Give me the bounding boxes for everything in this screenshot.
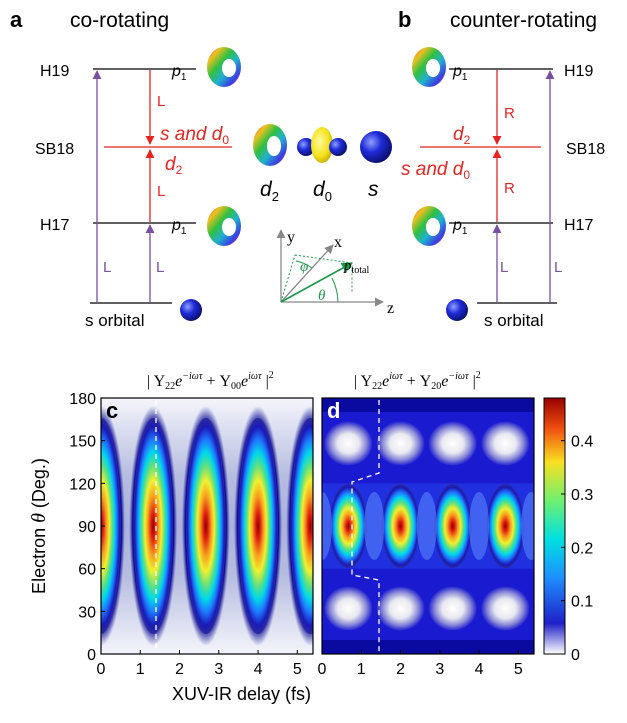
- x-tick-label: 0: [318, 661, 327, 678]
- label-L-purple-a2: L: [156, 259, 164, 276]
- theta-label: θ: [318, 288, 326, 304]
- label-L-red-a1: L: [157, 93, 165, 110]
- x-tick-label: 5: [514, 661, 523, 678]
- x-tick-label: 4: [475, 661, 484, 678]
- label-R-b2: R: [504, 180, 515, 197]
- y-tick-label: 150: [69, 434, 96, 451]
- torus-orbital-icon: [412, 206, 446, 246]
- x-tick-label: 0: [97, 661, 106, 678]
- heatmap-peak: [376, 421, 425, 631]
- y-tick-label: 120: [69, 476, 96, 493]
- axis-z-label: z: [387, 300, 394, 317]
- energy-levels-b: [420, 68, 557, 304]
- label-p1-a-top: p1: [171, 63, 187, 83]
- heatmap-peak: [286, 406, 313, 646]
- panel-c-letter: c: [106, 398, 118, 423]
- label-s-and-d0-b: s and d0: [401, 159, 470, 182]
- x-axis-label: XUV-IR delay (fs): [172, 684, 311, 704]
- s-orbital-sphere-icon: [180, 299, 202, 321]
- s-orbital-icon-center: [360, 131, 392, 163]
- x-tick-label: 4: [254, 661, 263, 678]
- label-p1-a-bot: p1: [171, 217, 187, 237]
- heatmap-d: [322, 398, 534, 654]
- x-tick-label: 2: [175, 661, 184, 678]
- heatmap-lobe: [322, 492, 332, 560]
- heatmap-peak: [234, 406, 283, 646]
- label-s-and-d0-a: s and d0: [160, 124, 229, 147]
- x-tick-label: 2: [396, 661, 405, 678]
- s-orbital-sphere-icon: [446, 299, 468, 321]
- colorbar-tick-label: 0: [571, 647, 580, 664]
- level-h17-b: H17: [564, 217, 593, 234]
- label-s-orbital-a: s orbital: [85, 311, 145, 330]
- panel-a-letter: a: [10, 7, 23, 32]
- axis-x-label: x: [334, 234, 342, 251]
- axis-y-label: y: [287, 229, 295, 246]
- label-p1-b-bot: p1: [452, 217, 468, 237]
- label-d2-a: d2: [165, 154, 183, 177]
- formula-c: | Y22e−iωτ + Y00eiωτ |2: [147, 370, 274, 392]
- heatmap-lobe: [521, 492, 534, 560]
- y-axis-label: Electron θ (Deg.): [28, 458, 50, 594]
- heatmap-peak: [428, 421, 477, 631]
- d2-orbital-icon: [253, 124, 287, 166]
- heatmap-peak: [481, 421, 530, 631]
- formula-d: | Y22eiωτ + Y20e−iωτ |2: [354, 370, 481, 392]
- label-d2-b: d2: [453, 124, 471, 147]
- colorbar: [543, 397, 566, 655]
- label-d2-center: d2: [260, 178, 279, 204]
- x-tick-label: 5: [293, 661, 302, 678]
- label-s-orbital-b: s orbital: [484, 311, 544, 330]
- level-h17-a: H17: [40, 217, 69, 234]
- y-tick-label: 60: [78, 562, 96, 579]
- colorbar-tick-label: 0.3: [571, 487, 593, 504]
- x-tick-label: 3: [435, 661, 444, 678]
- colorbar-tick-label: 0.2: [571, 540, 593, 557]
- x-tick-label: 1: [136, 661, 145, 678]
- label-s-center: s: [368, 178, 379, 201]
- heatmap-peak: [101, 406, 125, 646]
- panel-d-letter: d: [327, 398, 340, 423]
- heatmap-lobe: [416, 492, 437, 560]
- heatmap-peak: [129, 406, 178, 646]
- panel-b-letter: b: [398, 7, 411, 32]
- phi-label: φ: [300, 259, 308, 275]
- y-tick-label: 30: [78, 604, 96, 621]
- label-d0-center: d0: [313, 178, 332, 204]
- energy-levels-a: [90, 68, 232, 304]
- level-sb18-a: SB18: [35, 141, 74, 158]
- coordinate-axes-3d: [276, 229, 384, 307]
- level-sb18-b: SB18: [566, 141, 605, 158]
- label-L-purple-b2: L: [554, 259, 562, 276]
- label-L-red-a2: L: [157, 183, 165, 200]
- p-total-label: ptotal: [343, 258, 369, 276]
- panel-a-title: co-rotating: [70, 9, 169, 32]
- heatmap-c: [101, 398, 313, 654]
- heatmap-lobe: [364, 492, 385, 560]
- label-R-b1: R: [504, 105, 515, 122]
- y-tick-label: 90: [78, 519, 96, 536]
- y-tick-label: 180: [69, 391, 96, 408]
- label-L-purple-b1: L: [500, 259, 508, 276]
- label-L-purple-a1: L: [103, 259, 111, 276]
- dashed-marker-d: [351, 400, 380, 652]
- heatmap-peak: [324, 421, 373, 631]
- label-p1-b-top: p1: [452, 63, 468, 83]
- torus-orbital-icon: [412, 47, 446, 87]
- d0-orbital-icon: [297, 127, 347, 163]
- level-h19-a: H19: [40, 63, 69, 80]
- colorbar-tick-label: 0.1: [571, 594, 593, 611]
- colorbar-tick-label: 0.4: [571, 434, 593, 451]
- x-tick-label: 3: [214, 661, 223, 678]
- heatmap-lobe: [469, 492, 490, 560]
- level-h19-b: H19: [564, 63, 593, 80]
- heatmap-d-frame: [321, 397, 535, 655]
- x-tick-label: 1: [357, 661, 366, 678]
- torus-orbital-icon: [207, 206, 241, 246]
- torus-orbital-icon: [207, 47, 241, 87]
- panel-b-title: counter-rotating: [450, 9, 597, 32]
- y-tick-label: 0: [87, 647, 96, 664]
- heatmap-peak: [181, 406, 230, 646]
